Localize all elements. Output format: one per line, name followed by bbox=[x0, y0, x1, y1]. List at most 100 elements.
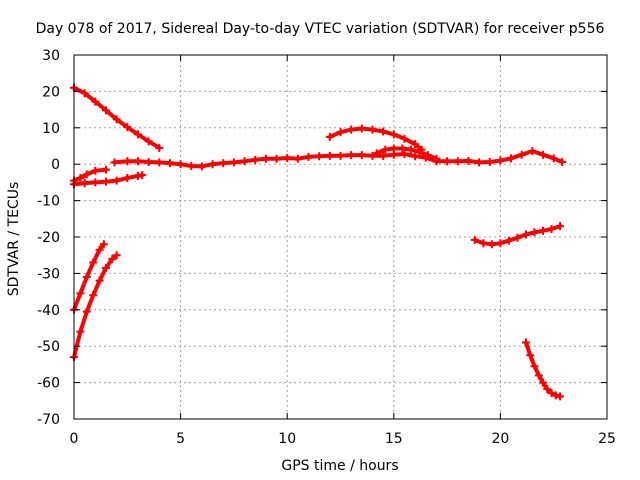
data-point bbox=[187, 162, 196, 171]
data-point bbox=[283, 154, 292, 163]
data-point bbox=[144, 137, 153, 146]
data-point bbox=[389, 130, 398, 139]
y-axis-title: SDTVAR / TECUs bbox=[6, 182, 22, 297]
data-point bbox=[411, 140, 420, 149]
data-point bbox=[261, 154, 270, 163]
data-point bbox=[539, 226, 548, 235]
data-point bbox=[539, 378, 548, 387]
data-point bbox=[556, 392, 565, 401]
data-point bbox=[251, 155, 260, 164]
y-tick-label: -20 bbox=[37, 230, 60, 246]
x-axis-title: GPS time / hours bbox=[281, 458, 398, 474]
data-point bbox=[530, 228, 539, 237]
y-tick-label: -10 bbox=[37, 194, 60, 210]
data-point bbox=[95, 245, 104, 254]
series-arc-d bbox=[70, 240, 108, 314]
data-point bbox=[534, 371, 543, 380]
data-point bbox=[99, 240, 108, 249]
data-point bbox=[336, 128, 345, 137]
data-point bbox=[464, 156, 473, 165]
data-point bbox=[219, 159, 228, 168]
data-point bbox=[381, 145, 390, 154]
data-point bbox=[112, 176, 121, 185]
y-tick-label: -30 bbox=[37, 266, 60, 282]
x-tick-label: 5 bbox=[176, 431, 185, 447]
series-arc-i bbox=[470, 222, 565, 249]
data-point bbox=[165, 159, 174, 168]
data-point bbox=[101, 177, 110, 186]
data-point bbox=[547, 389, 556, 398]
data-point bbox=[197, 162, 206, 171]
data-point bbox=[479, 239, 488, 248]
data-point bbox=[347, 125, 356, 134]
series-arc-g bbox=[325, 124, 426, 154]
data-point bbox=[504, 236, 513, 245]
data-point bbox=[470, 235, 479, 244]
data-point bbox=[325, 132, 334, 141]
data-point bbox=[133, 130, 142, 139]
data-point bbox=[95, 276, 104, 285]
data-point bbox=[398, 144, 407, 153]
data-point bbox=[155, 158, 164, 167]
data-point bbox=[133, 157, 142, 166]
data-point bbox=[110, 158, 119, 167]
data-point bbox=[432, 154, 441, 163]
data-point bbox=[543, 385, 552, 394]
chart-title: Day 078 of 2017, Sidereal Day-to-day VTE… bbox=[36, 21, 605, 37]
data-point bbox=[347, 151, 356, 160]
x-tick-label: 25 bbox=[598, 431, 616, 447]
data-point bbox=[521, 338, 530, 347]
series-arc-j bbox=[521, 338, 565, 401]
data-point bbox=[521, 230, 530, 239]
data-point bbox=[558, 158, 567, 167]
data-point bbox=[379, 127, 388, 136]
data-point bbox=[507, 154, 516, 163]
data-point bbox=[325, 151, 334, 160]
data-point bbox=[293, 154, 302, 163]
data-point bbox=[336, 151, 345, 160]
x-tick-label: 15 bbox=[385, 431, 403, 447]
grid-lines bbox=[74, 55, 607, 419]
y-tick-label: 20 bbox=[42, 84, 60, 100]
data-point bbox=[475, 158, 484, 167]
data-point bbox=[76, 327, 85, 336]
data-point bbox=[400, 134, 409, 143]
data-point bbox=[517, 150, 526, 159]
data-point bbox=[123, 174, 132, 183]
data-point bbox=[112, 251, 121, 260]
data-point bbox=[101, 263, 110, 272]
data-point bbox=[415, 147, 424, 156]
data-point bbox=[487, 240, 496, 249]
data-point bbox=[112, 115, 121, 124]
y-tick-label: -50 bbox=[37, 339, 60, 355]
data-point bbox=[453, 157, 462, 166]
data-point bbox=[229, 158, 238, 167]
data-point bbox=[315, 152, 324, 161]
data-point bbox=[400, 150, 409, 159]
data-point bbox=[528, 147, 537, 156]
data-point bbox=[82, 170, 91, 179]
data-point bbox=[556, 222, 565, 231]
tick-labels: 0 5 10 15 20 25 -70 -60 -50 -40 -30 -20 -10 0 10 20 30 bbox=[37, 48, 616, 447]
data-point bbox=[108, 254, 117, 263]
series-band bbox=[327, 126, 424, 152]
data-point bbox=[357, 151, 366, 160]
data-point bbox=[91, 166, 100, 175]
data-point bbox=[155, 143, 164, 152]
data-point bbox=[513, 233, 522, 242]
data-point bbox=[101, 106, 110, 115]
y-tick-label: 0 bbox=[51, 157, 60, 173]
data-point bbox=[138, 171, 147, 180]
data-point bbox=[368, 151, 377, 160]
data-point bbox=[89, 258, 98, 267]
data-point bbox=[389, 144, 398, 153]
data-point bbox=[443, 157, 452, 166]
data-point bbox=[91, 97, 100, 106]
data-point bbox=[80, 89, 89, 98]
y-tick-label: 30 bbox=[42, 48, 60, 64]
data-point bbox=[82, 307, 91, 316]
data-point bbox=[551, 391, 560, 400]
